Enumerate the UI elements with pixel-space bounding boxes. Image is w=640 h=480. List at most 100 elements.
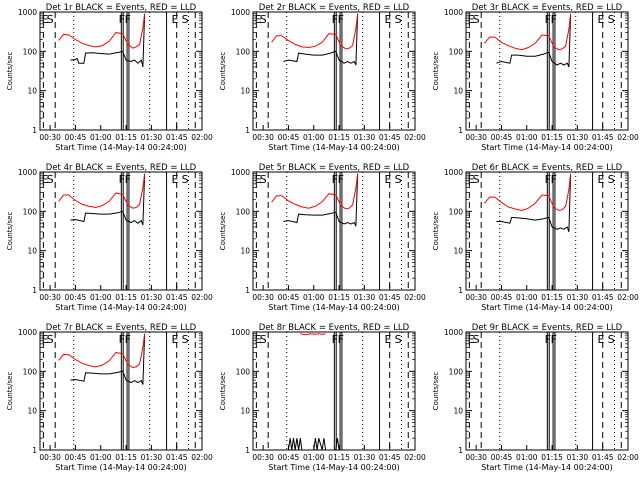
event-label: S — [260, 173, 267, 186]
event-label: E — [172, 13, 179, 26]
event-label: S — [608, 13, 615, 26]
panel-title: Det 4r BLACK = Events, RED = LLD — [46, 163, 197, 173]
x-tick-label: 00:30 — [39, 293, 61, 302]
x-tick-label: 01:45 — [592, 133, 614, 142]
x-tick-label: 02:00 — [404, 453, 426, 462]
x-tick-label: 00:30 — [252, 293, 274, 302]
x-tick-label: 01:45 — [379, 133, 401, 142]
event-label: F — [545, 333, 551, 346]
panel-title: Det 1r BLACK = Events, RED = LLD — [46, 3, 197, 13]
y-tick-label: 1 — [32, 126, 37, 135]
x-tick-label: 01:45 — [379, 453, 401, 462]
x-tick-label: 01:15 — [541, 453, 563, 462]
event-label: F — [125, 173, 131, 186]
event-label: S — [182, 13, 189, 26]
y-tick-label: 1 — [458, 126, 463, 135]
x-tick-label: 01:00 — [516, 133, 538, 142]
panel-title: Det 8r BLACK = Events, RED = LLD — [259, 323, 410, 333]
x-tick-label: 00:30 — [252, 133, 274, 142]
x-tick-label: 01:30 — [567, 453, 589, 462]
x-tick-label: 01:30 — [354, 133, 376, 142]
y-tick-label: 1 — [245, 286, 250, 295]
y-tick-label: 10 — [453, 87, 463, 96]
y-tick-label: 1000 — [231, 8, 250, 17]
panel-title: Det 6r BLACK = Events, RED = LLD — [472, 163, 623, 173]
event-label: F — [332, 13, 338, 26]
event-label: E — [468, 13, 475, 26]
event-label: F — [332, 173, 338, 186]
panel-title: Det 2r BLACK = Events, RED = LLD — [259, 3, 410, 13]
event-label: F — [119, 173, 125, 186]
y-axis-label: Counts/sec — [432, 372, 440, 411]
events-series-line — [70, 173, 146, 226]
x-tick-label: 01:15 — [541, 293, 563, 302]
x-tick-label: 01:30 — [567, 293, 589, 302]
event-label: S — [47, 173, 54, 186]
x-tick-label: 01:00 — [90, 293, 112, 302]
event-label: E — [255, 13, 262, 26]
x-tick-label: 00:30 — [252, 453, 274, 462]
y-tick-label: 100 — [23, 367, 38, 376]
x-axis-label: Start Time (14-May-14 00:24:00) — [268, 143, 399, 152]
event-label: F — [338, 173, 344, 186]
x-tick-label: 02:00 — [617, 293, 639, 302]
detector-panel-2: Det 2r BLACK = Events, RED = LLD Counts/s… — [219, 3, 426, 152]
event-label: E — [598, 13, 605, 26]
y-tick-label: 100 — [236, 47, 251, 56]
x-tick-label: 01:00 — [303, 133, 325, 142]
y-tick-label: 1000 — [444, 8, 463, 17]
panel-title: Det 5r BLACK = Events, RED = LLD — [259, 163, 410, 173]
lld-series-line — [58, 173, 146, 209]
x-tick-label: 01:00 — [90, 133, 112, 142]
events-series-line — [70, 13, 146, 68]
x-tick-label: 02:00 — [191, 293, 213, 302]
events-series-line — [496, 173, 572, 233]
x-tick-label: 00:45 — [491, 453, 513, 462]
x-tick-label: 01:45 — [379, 293, 401, 302]
event-label: F — [545, 173, 551, 186]
event-label: S — [395, 173, 402, 186]
y-tick-label: 10 — [27, 87, 37, 96]
event-label: S — [473, 173, 480, 186]
y-axis-label: Counts/sec — [432, 52, 440, 91]
event-label: S — [473, 333, 480, 346]
x-tick-label: 02:00 — [617, 453, 639, 462]
x-axis-label: Start Time (14-May-14 00:24:00) — [268, 463, 399, 472]
x-axis-label: Start Time (14-May-14 00:24:00) — [55, 143, 186, 152]
x-tick-label: 00:45 — [278, 453, 300, 462]
x-tick-label: 00:45 — [491, 293, 513, 302]
x-tick-label: 01:45 — [592, 453, 614, 462]
lld-series-line — [300, 333, 326, 336]
event-label: F — [338, 333, 344, 346]
y-axis-label: Counts/sec — [432, 212, 440, 251]
detector-panel-5: Det 5r BLACK = Events, RED = LLD Counts/s… — [219, 163, 426, 312]
x-axis-label: Start Time (14-May-14 00:24:00) — [55, 463, 186, 472]
y-axis-label: Counts/sec — [6, 212, 14, 251]
events-series-line — [70, 333, 146, 385]
x-axis-label: Start Time (14-May-14 00:24:00) — [268, 303, 399, 312]
x-tick-label: 02:00 — [191, 453, 213, 462]
y-tick-label: 100 — [23, 47, 38, 56]
x-axis-label: Start Time (14-May-14 00:24:00) — [55, 303, 186, 312]
event-label: F — [119, 13, 125, 26]
y-tick-label: 100 — [236, 367, 251, 376]
x-tick-label: 02:00 — [191, 133, 213, 142]
x-tick-label: 01:30 — [141, 133, 163, 142]
x-axis-label: Start Time (14-May-14 00:24:00) — [481, 303, 612, 312]
event-label: E — [385, 173, 392, 186]
x-tick-label: 01:00 — [516, 293, 538, 302]
y-tick-label: 10 — [240, 247, 250, 256]
event-label: E — [172, 333, 179, 346]
x-tick-label: 01:45 — [592, 293, 614, 302]
x-tick-label: 01:30 — [567, 133, 589, 142]
x-tick-label: 00:45 — [278, 293, 300, 302]
y-axis-label: Counts/sec — [219, 212, 227, 251]
lld-series-line — [271, 173, 359, 210]
x-tick-label: 02:00 — [404, 133, 426, 142]
event-label: F — [119, 333, 125, 346]
x-tick-label: 00:30 — [465, 293, 487, 302]
x-tick-label: 01:30 — [141, 293, 163, 302]
x-tick-label: 02:00 — [617, 133, 639, 142]
y-tick-label: 1 — [245, 446, 250, 455]
